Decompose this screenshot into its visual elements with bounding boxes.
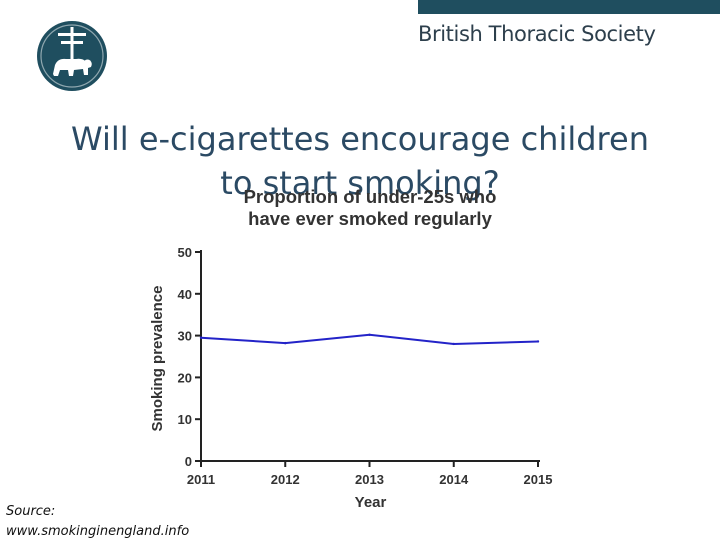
- slide-title-line-2: to start smoking?: [220, 164, 500, 203]
- y-axis-ticks: 0 10 20 30 40 50: [178, 245, 201, 469]
- series-line: [200, 333, 539, 345]
- y-axis-label: Smoking prevalence: [149, 286, 166, 432]
- chart-title-line-1: Proportion of under-25s who: [243, 186, 497, 207]
- y-tick-label: 50: [178, 245, 192, 260]
- source-note: Source: www.smokinginengland.info: [6, 502, 206, 542]
- source-link[interactable]: www.smokinginengland.info: [6, 524, 190, 539]
- x-tick-label: 2011: [187, 472, 215, 487]
- chart-title-line-2: have ever smoked regularly: [248, 208, 492, 229]
- data-point: [452, 342, 455, 346]
- y-tick-label: 0: [185, 454, 192, 469]
- y-tick-label: 10: [178, 412, 192, 427]
- x-tick-label: 2013: [355, 472, 384, 487]
- y-tick-label: 20: [178, 370, 192, 385]
- header-accent-bar: [418, 0, 720, 14]
- y-tick-label: 40: [178, 287, 192, 302]
- bts-crest-icon: [37, 21, 107, 91]
- x-tick-label: 2014: [439, 472, 469, 487]
- brand-name: British Thoracic Society: [418, 22, 656, 46]
- x-tick-label: 2012: [271, 472, 300, 487]
- data-point: [199, 336, 203, 339]
- x-tick-label: 2015: [524, 472, 553, 487]
- source-label: Source:: [6, 504, 56, 519]
- x-axis-ticks: 2011 2012 2013 2014 2015: [187, 461, 553, 487]
- slide-title: Will e-cigarettes encourage children to …: [40, 117, 680, 205]
- data-point: [368, 333, 371, 336]
- y-tick-label: 30: [178, 329, 192, 344]
- slide-title-line-1: Will e-cigarettes encourage children: [71, 120, 649, 159]
- chart-axes: [200, 250, 540, 462]
- line-chart: 0 10 20 30 40 50 2011 2012 2013 2014 2015 Smoking…: [149, 245, 553, 511]
- series-group: [199, 333, 540, 346]
- chart-title: Proportion of under-25s who have ever sm…: [170, 186, 570, 230]
- x-axis-label: Year: [355, 494, 387, 511]
- data-point: [536, 340, 540, 343]
- data-point: [284, 341, 287, 345]
